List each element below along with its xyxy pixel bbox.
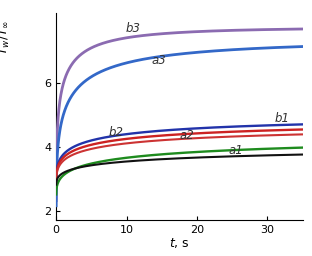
Text: b2: b2 [109,126,124,139]
Text: a2: a2 [179,129,194,142]
Text: b3: b3 [125,22,140,35]
Text: a1: a1 [229,144,243,157]
Y-axis label: $T_w/T_\infty$: $T_w/T_\infty$ [0,20,12,55]
Text: b1: b1 [275,112,290,125]
Text: a3: a3 [151,54,166,67]
X-axis label: $t$, s: $t$, s [169,236,190,250]
